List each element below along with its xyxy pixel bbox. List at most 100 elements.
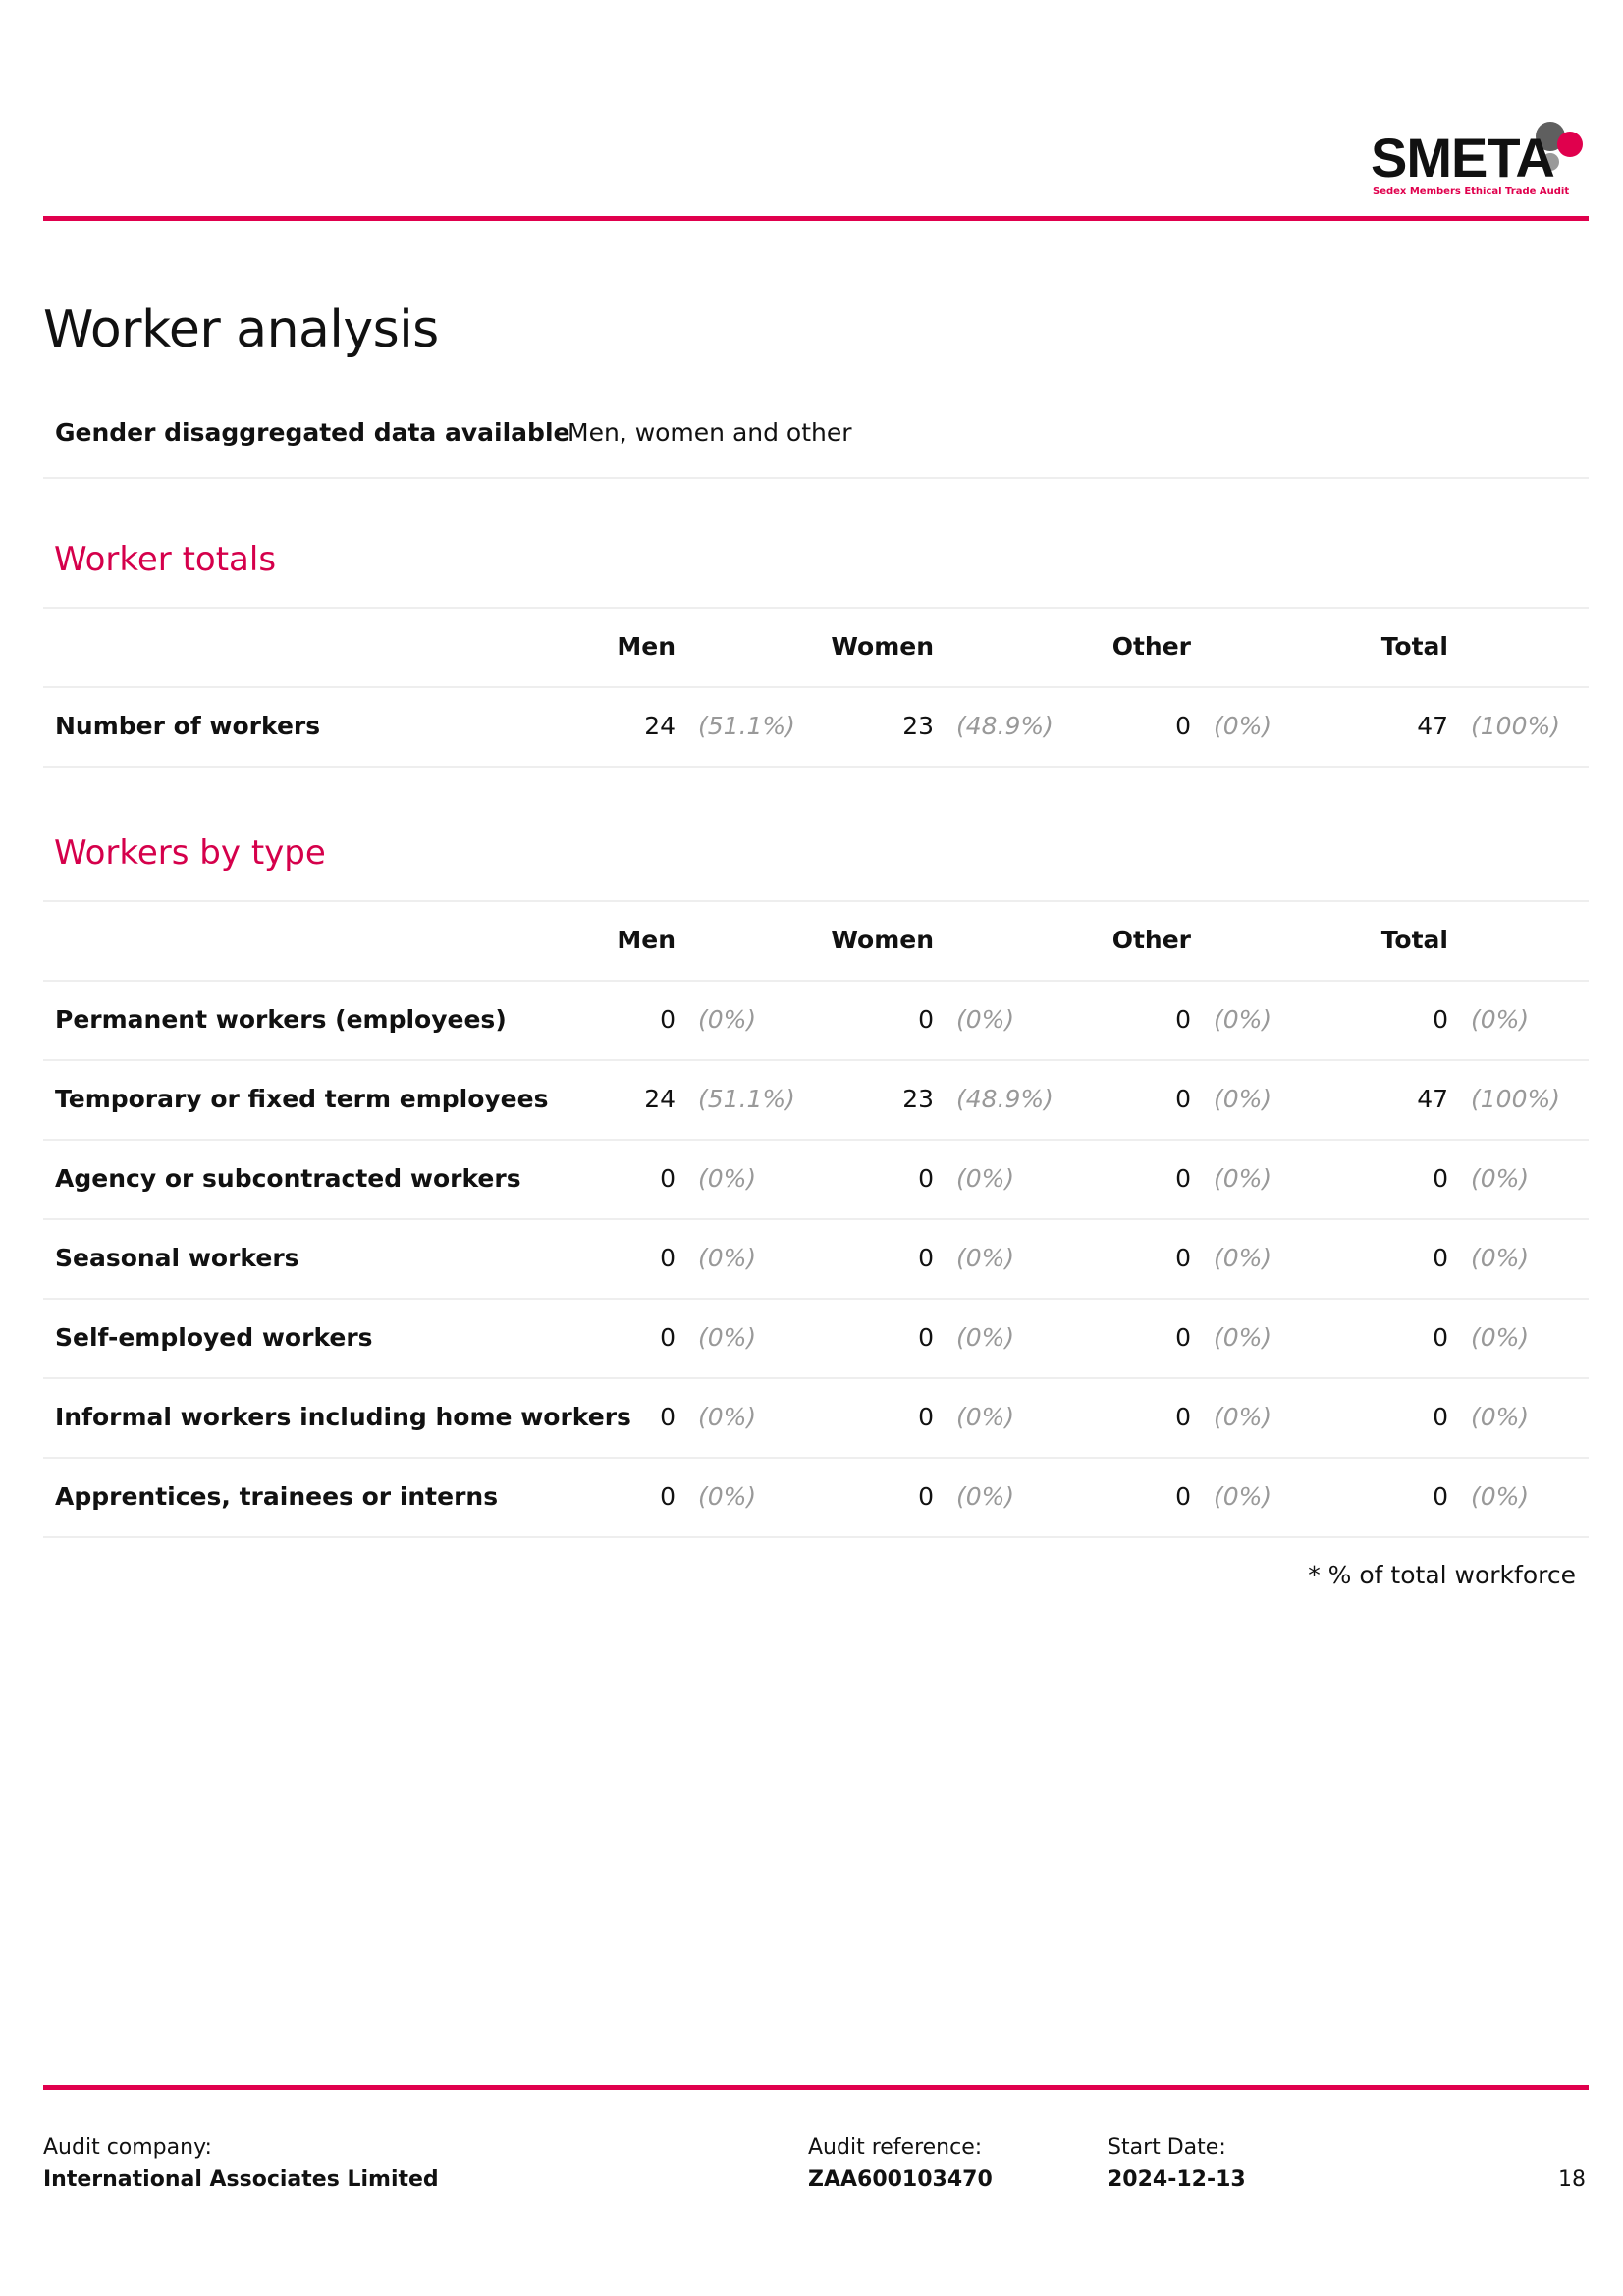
cell-percentage: (0%) <box>956 1403 1015 1431</box>
cell-percentage: (0%) <box>1214 1403 1272 1431</box>
cell-count: 0 <box>660 1323 676 1352</box>
cell-count: 0 <box>1175 1085 1191 1113</box>
cell-count: 0 <box>1175 1482 1191 1511</box>
gender-data-label: Gender disaggregated data available <box>55 418 570 447</box>
gender-data-row: Gender disaggregated data available Men,… <box>43 399 1589 479</box>
row-label: Number of workers <box>55 712 321 740</box>
cell-percentage: (100%) <box>1471 712 1560 740</box>
row-label: Temporary or fixed term employees <box>55 1085 549 1113</box>
cell-percentage: (0%) <box>956 1323 1015 1352</box>
cell-count: 0 <box>1433 1005 1448 1034</box>
row-label: Permanent workers (employees) <box>55 1005 507 1034</box>
cell-count: 0 <box>1175 1244 1191 1272</box>
gender-data-value: Men, women and other <box>568 418 852 447</box>
cell-count: 0 <box>660 1482 676 1511</box>
cell-percentage: (0%) <box>1214 1005 1272 1034</box>
cell-count: 0 <box>1433 1482 1448 1511</box>
cell-count: 0 <box>1175 1323 1191 1352</box>
table-header-row: Men Women Other Total <box>43 900 1589 980</box>
cell-percentage: (0%) <box>956 1244 1015 1272</box>
column-header-total: Total <box>1380 926 1448 954</box>
table-row: Temporary or fixed term employees 24 (51.1… <box>43 1059 1589 1139</box>
cell-count: 0 <box>918 1164 934 1193</box>
cell-percentage: (0%) <box>698 1403 757 1431</box>
cell-percentage: (51.1%) <box>698 1085 795 1113</box>
cell-percentage: (0%) <box>1471 1164 1530 1193</box>
cell-count: 0 <box>1433 1323 1448 1352</box>
cell-count: 24 <box>644 712 676 740</box>
audit-reference-label: Audit reference: <box>808 2135 983 2160</box>
cell-percentage: (0%) <box>1214 1085 1272 1113</box>
column-header-other: Other <box>1111 632 1191 661</box>
cell-count: 0 <box>1433 1164 1448 1193</box>
cell-percentage: (0%) <box>1471 1323 1530 1352</box>
cell-count: 0 <box>918 1005 934 1034</box>
table-row: Agency or subcontracted workers 0 (0%) 0 (0%… <box>43 1139 1589 1218</box>
column-header-men: Men <box>617 926 676 954</box>
worker-totals-table: Men Women Other Total Number of workers 24 (51… <box>43 607 1589 768</box>
start-date-label: Start Date: <box>1108 2135 1226 2160</box>
cell-count: 23 <box>902 1085 934 1113</box>
column-header-other: Other <box>1111 926 1191 954</box>
column-header-total: Total <box>1380 632 1448 661</box>
page-title: Worker analysis <box>43 300 439 359</box>
cell-count: 24 <box>644 1085 676 1113</box>
cell-percentage: (48.9%) <box>956 712 1054 740</box>
cell-count: 0 <box>660 1244 676 1272</box>
workers-by-type-table: Men Women Other Total Permanent workers (emp… <box>43 900 1589 1538</box>
table-row: Informal workers including home workers 0… <box>43 1377 1589 1457</box>
cell-percentage: (0%) <box>1214 1244 1272 1272</box>
cell-percentage: (0%) <box>1214 1482 1272 1511</box>
table-header-row: Men Women Other Total <box>43 607 1589 686</box>
start-date: 2024-12-13 <box>1108 2167 1246 2192</box>
table-row: Permanent workers (employees) 0 (0%) 0 (0%) 0… <box>43 980 1589 1059</box>
row-label: Apprentices, trainees or interns <box>55 1482 499 1511</box>
cell-percentage: (0%) <box>698 1164 757 1193</box>
cell-count: 0 <box>660 1164 676 1193</box>
footer-divider <box>43 2085 1589 2090</box>
audit-company: International Associates Limited <box>43 2167 439 2192</box>
cell-count: 47 <box>1417 712 1448 740</box>
row-label: Agency or subcontracted workers <box>55 1164 521 1193</box>
column-header-men: Men <box>617 632 676 661</box>
cell-percentage: (51.1%) <box>698 712 795 740</box>
column-header-women: Women <box>831 926 934 954</box>
audit-reference: ZAA600103470 <box>808 2167 993 2192</box>
logo-dot-pink <box>1557 132 1583 157</box>
cell-count: 0 <box>918 1403 934 1431</box>
cell-percentage: (0%) <box>1471 1244 1530 1272</box>
cell-percentage: (100%) <box>1471 1085 1560 1113</box>
smeta-logo: SMETA Sedex Members Ethical Trade Audit <box>1365 118 1591 206</box>
row-label: Informal workers including home workers <box>55 1403 631 1431</box>
cell-percentage: (0%) <box>1214 712 1272 740</box>
cell-percentage: (0%) <box>1471 1482 1530 1511</box>
row-label: Self-employed workers <box>55 1323 373 1352</box>
cell-count: 0 <box>918 1482 934 1511</box>
row-label: Seasonal workers <box>55 1244 299 1272</box>
table-row: Number of workers 24 (51.1%) 23 (48.9%) 0 (0%)… <box>43 686 1589 768</box>
cell-percentage: (0%) <box>698 1244 757 1272</box>
page-number: 18 <box>1558 2167 1586 2192</box>
cell-count: 0 <box>660 1005 676 1034</box>
cell-percentage: (0%) <box>956 1005 1015 1034</box>
cell-count: 0 <box>918 1244 934 1272</box>
cell-percentage: (0%) <box>698 1323 757 1352</box>
table-row: Seasonal workers 0 (0%) 0 (0%) 0 (0%) 0 (0%) <box>43 1218 1589 1298</box>
cell-percentage: (0%) <box>1471 1005 1530 1034</box>
cell-percentage: (0%) <box>956 1482 1015 1511</box>
cell-count: 0 <box>1175 1005 1191 1034</box>
cell-percentage: (48.9%) <box>956 1085 1054 1113</box>
cell-percentage: (0%) <box>698 1005 757 1034</box>
cell-count: 0 <box>918 1323 934 1352</box>
cell-count: 23 <box>902 712 934 740</box>
cell-count: 0 <box>660 1403 676 1431</box>
cell-percentage: (0%) <box>1214 1164 1272 1193</box>
cell-percentage: (0%) <box>956 1164 1015 1193</box>
logo-subtitle: Sedex Members Ethical Trade Audit <box>1373 187 1570 197</box>
cell-count: 0 <box>1175 1164 1191 1193</box>
cell-percentage: (0%) <box>698 1482 757 1511</box>
logo-dot-lightgrey <box>1542 153 1559 171</box>
logo-text: SMETA <box>1371 127 1555 188</box>
cell-count: 0 <box>1433 1403 1448 1431</box>
worker-totals-title: Worker totals <box>54 540 277 579</box>
